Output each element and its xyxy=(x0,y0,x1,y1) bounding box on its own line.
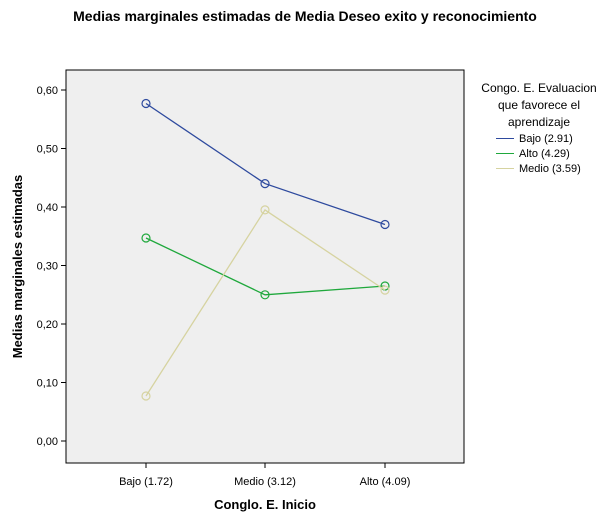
x-axis-label: Conglo. E. Inicio xyxy=(214,497,316,512)
data-point xyxy=(141,391,151,401)
x-axis: Bajo (1.72) Medio (3.12) Alto (4.09) xyxy=(119,463,410,488)
legend-label: Bajo (2.91) xyxy=(519,132,573,145)
legend-item: Bajo (2.91) xyxy=(496,131,610,146)
y-tick-label: 0,40 xyxy=(37,202,58,214)
y-tick-label: 0,50 xyxy=(37,144,58,156)
series-line xyxy=(145,208,386,397)
legend-label: Medio (3.59) xyxy=(519,162,581,175)
series-line xyxy=(145,237,386,296)
data-point xyxy=(260,290,270,300)
series-line xyxy=(145,102,386,226)
data-point xyxy=(380,285,390,295)
x-tick-label: Alto (4.09) xyxy=(360,476,411,488)
chart-title: Medias marginales estimadas de Media Des… xyxy=(73,8,537,24)
legend-label: Alto (4.29) xyxy=(519,147,570,160)
data-point xyxy=(141,233,151,243)
data-point xyxy=(260,179,270,189)
x-tick-label: Medio (3.12) xyxy=(234,476,296,488)
y-axis: 0,00 0,10 0,20 0,30 0,40 0,50 0,60 xyxy=(37,85,66,448)
legend-swatch xyxy=(496,153,514,154)
legend-swatch xyxy=(496,168,514,169)
x-tick-label: Bajo (1.72) xyxy=(119,476,173,488)
legend: Congo. E. Evaluacion que favorece el apr… xyxy=(474,80,610,176)
y-axis-label: Medias marginales estimadas xyxy=(10,175,25,359)
plot-area xyxy=(65,69,465,464)
y-tick-label: 0,10 xyxy=(37,378,58,390)
series-layer xyxy=(141,98,390,401)
legend-title: Congo. E. Evaluacion que favorece el apr… xyxy=(481,81,597,129)
legend-item: Medio (3.59) xyxy=(496,161,610,176)
data-point xyxy=(141,98,151,109)
y-tick-label: 0,60 xyxy=(37,85,58,97)
legend-items: Bajo (2.91) Alto (4.29) Medio (3.59) xyxy=(474,131,610,176)
y-tick-label: 0,30 xyxy=(37,261,58,273)
data-point xyxy=(260,205,270,215)
legend-item: Alto (4.29) xyxy=(496,146,610,161)
y-tick-label: 0,00 xyxy=(37,436,58,448)
y-tick-label: 0,20 xyxy=(37,319,58,331)
legend-swatch xyxy=(496,138,514,139)
data-point xyxy=(380,219,390,230)
